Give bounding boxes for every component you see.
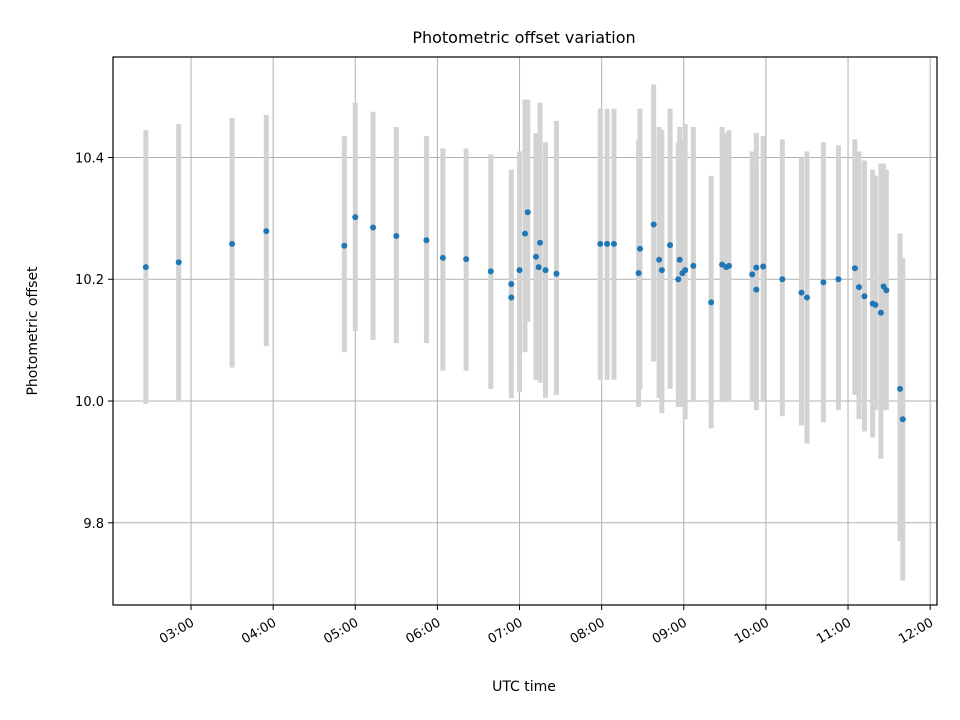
data-point bbox=[341, 242, 348, 249]
x-tick-label: 06:00 bbox=[403, 615, 443, 647]
data-point bbox=[861, 293, 868, 300]
x-tick-label: 04:00 bbox=[239, 615, 279, 647]
data-point bbox=[423, 237, 430, 244]
data-point bbox=[463, 256, 470, 263]
data-point bbox=[835, 276, 842, 283]
data-point bbox=[656, 256, 663, 263]
data-point bbox=[263, 228, 270, 235]
y-axis: 9.8 10.0 10.2 10.4 bbox=[75, 151, 113, 532]
x-tick-label: 07:00 bbox=[486, 615, 526, 647]
data-point bbox=[682, 267, 689, 274]
data-point bbox=[883, 287, 890, 294]
data-point bbox=[142, 264, 149, 271]
data-point bbox=[753, 286, 760, 293]
data-points bbox=[142, 209, 906, 423]
data-point bbox=[516, 267, 523, 274]
data-point bbox=[725, 262, 732, 269]
x-tick-label: 05:00 bbox=[321, 615, 361, 647]
data-point bbox=[650, 221, 657, 228]
data-point bbox=[636, 245, 643, 252]
x-axis: 03:00 04:00 05:00 06:00 07:00 08:00 09:00 10:00… bbox=[157, 605, 936, 647]
data-point bbox=[535, 264, 542, 271]
data-point bbox=[676, 256, 683, 263]
data-point bbox=[370, 224, 377, 231]
data-point bbox=[487, 268, 494, 275]
data-point bbox=[897, 385, 904, 392]
data-point bbox=[635, 270, 642, 277]
x-tick-label: 09:00 bbox=[650, 615, 690, 647]
x-tick-label: 10:00 bbox=[732, 615, 772, 647]
data-point bbox=[524, 209, 531, 216]
y-tick-label: 10.2 bbox=[75, 273, 104, 288]
data-point bbox=[229, 240, 236, 247]
chart-title: Photometric offset variation bbox=[412, 28, 635, 47]
data-point bbox=[352, 214, 359, 221]
data-point bbox=[537, 239, 544, 246]
data-point bbox=[690, 262, 697, 269]
data-point bbox=[604, 240, 611, 247]
data-point bbox=[899, 416, 906, 423]
data-point bbox=[760, 263, 767, 270]
data-point bbox=[820, 279, 827, 286]
data-point bbox=[667, 242, 674, 249]
data-point bbox=[393, 233, 400, 240]
y-tick-label: 9.8 bbox=[83, 517, 104, 532]
data-point bbox=[553, 270, 560, 277]
x-tick-label: 08:00 bbox=[568, 615, 608, 647]
data-point bbox=[175, 259, 182, 266]
y-tick-label: 10.4 bbox=[75, 151, 104, 166]
data-point bbox=[753, 264, 760, 271]
x-tick-label: 12:00 bbox=[896, 615, 936, 647]
y-axis-label: Photometric offset bbox=[25, 266, 41, 396]
data-point bbox=[597, 240, 604, 247]
x-axis-label: UTC time bbox=[492, 679, 556, 695]
data-point bbox=[610, 240, 617, 247]
data-point bbox=[522, 230, 528, 237]
data-point bbox=[542, 267, 549, 274]
data-point bbox=[658, 267, 665, 274]
data-point bbox=[803, 294, 810, 301]
x-tick-label: 11:00 bbox=[814, 615, 854, 647]
data-point bbox=[872, 301, 879, 308]
data-point bbox=[675, 276, 682, 283]
data-point bbox=[798, 289, 805, 296]
data-point bbox=[508, 294, 515, 301]
data-point bbox=[508, 281, 515, 288]
data-point bbox=[851, 265, 858, 272]
x-tick-label: 03:00 bbox=[157, 615, 197, 647]
data-point bbox=[877, 309, 884, 316]
data-point bbox=[439, 254, 446, 261]
plot-frame bbox=[112, 56, 938, 606]
data-point bbox=[749, 271, 756, 278]
data-point bbox=[708, 299, 715, 306]
data-point bbox=[855, 284, 862, 291]
data-point bbox=[532, 253, 539, 260]
data-point bbox=[779, 276, 786, 283]
y-tick-label: 10.0 bbox=[75, 395, 104, 410]
